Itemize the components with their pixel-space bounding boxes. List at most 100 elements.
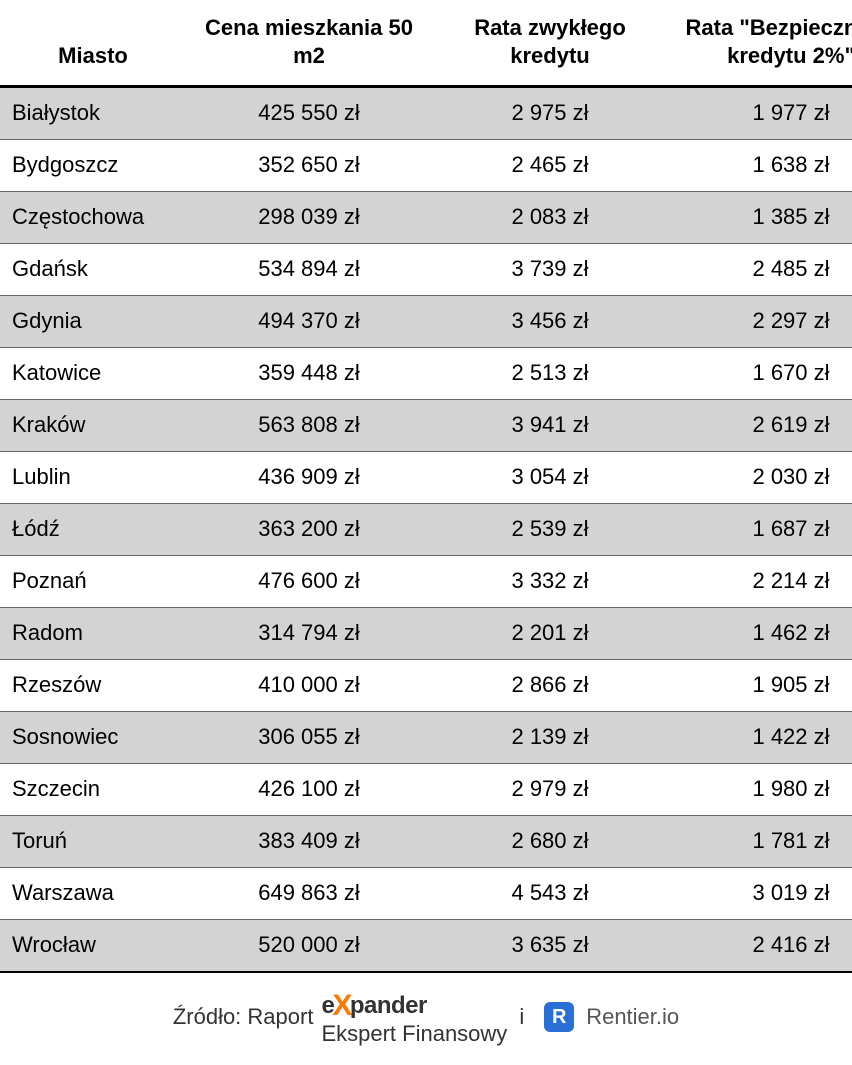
separator-i: i (519, 1004, 524, 1030)
cell-safe: 2 030 zł (668, 452, 852, 504)
cell-regular: 4 543 zł (432, 868, 668, 920)
cell-city: Bydgoszcz (0, 140, 186, 192)
cell-safe: 1 385 zł (668, 192, 852, 244)
cell-regular: 3 941 zł (432, 400, 668, 452)
cell-regular: 3 054 zł (432, 452, 668, 504)
cell-regular: 2 513 zł (432, 348, 668, 400)
cell-city: Toruń (0, 816, 186, 868)
cell-safe: 1 462 zł (668, 608, 852, 660)
cell-regular: 2 201 zł (432, 608, 668, 660)
table-row: Gdańsk534 894 zł3 739 zł2 485 zł (0, 244, 852, 296)
cell-safe: 1 781 zł (668, 816, 852, 868)
cell-city: Lublin (0, 452, 186, 504)
cell-safe: 1 905 zł (668, 660, 852, 712)
cell-price: 352 650 zł (186, 140, 432, 192)
cell-city: Wrocław (0, 920, 186, 973)
expander-x: X (332, 989, 352, 1023)
cell-regular: 2 866 zł (432, 660, 668, 712)
cell-city: Gdynia (0, 296, 186, 348)
cell-city: Rzeszów (0, 660, 186, 712)
cell-city: Poznań (0, 556, 186, 608)
rentier-badge-icon: R (544, 1002, 574, 1032)
cell-price: 436 909 zł (186, 452, 432, 504)
cell-regular: 2 539 zł (432, 504, 668, 556)
cell-price: 649 863 zł (186, 868, 432, 920)
cell-safe: 2 416 zł (668, 920, 852, 973)
cell-price: 476 600 zł (186, 556, 432, 608)
cell-regular: 2 083 zł (432, 192, 668, 244)
col-header-price: Cena mieszkania 50 m2 (186, 0, 432, 87)
cell-regular: 2 979 zł (432, 764, 668, 816)
cell-price: 383 409 zł (186, 816, 432, 868)
col-header-city: Miasto (0, 0, 186, 87)
cell-safe: 1 687 zł (668, 504, 852, 556)
table-row: Radom314 794 zł2 201 zł1 462 zł (0, 608, 852, 660)
source-label: Źródło: Raport (173, 1004, 314, 1030)
table-row: Łódź363 200 zł2 539 zł1 687 zł (0, 504, 852, 556)
cell-price: 363 200 zł (186, 504, 432, 556)
cell-price: 563 808 zł (186, 400, 432, 452)
cell-city: Gdańsk (0, 244, 186, 296)
header-row: Miasto Cena mieszkania 50 m2 Rata zwykłe… (0, 0, 852, 87)
cell-regular: 2 465 zł (432, 140, 668, 192)
cell-safe: 1 980 zł (668, 764, 852, 816)
cell-city: Radom (0, 608, 186, 660)
cell-regular: 2 680 zł (432, 816, 668, 868)
cell-regular: 3 456 zł (432, 296, 668, 348)
cell-regular: 3 332 zł (432, 556, 668, 608)
cell-price: 306 055 zł (186, 712, 432, 764)
cell-price: 410 000 zł (186, 660, 432, 712)
cell-safe: 2 297 zł (668, 296, 852, 348)
table-row: Białystok425 550 zł2 975 zł1 977 zł (0, 87, 852, 140)
cell-regular: 2 975 zł (432, 87, 668, 140)
cell-city: Kraków (0, 400, 186, 452)
table-row: Bydgoszcz352 650 zł2 465 zł1 638 zł (0, 140, 852, 192)
rentier-label: Rentier.io (586, 1004, 679, 1030)
cell-city: Częstochowa (0, 192, 186, 244)
expander-subtitle: Ekspert Finansowy (321, 1021, 507, 1047)
cell-city: Białystok (0, 87, 186, 140)
table-row: Katowice359 448 zł2 513 zł1 670 zł (0, 348, 852, 400)
expander-rest: pander (350, 992, 427, 1020)
cell-city: Łódź (0, 504, 186, 556)
cell-price: 534 894 zł (186, 244, 432, 296)
table-row: Kraków563 808 zł3 941 zł2 619 zł (0, 400, 852, 452)
cell-safe: 3 019 zł (668, 868, 852, 920)
cell-city: Katowice (0, 348, 186, 400)
table-row: Szczecin426 100 zł2 979 zł1 980 zł (0, 764, 852, 816)
cell-price: 520 000 zł (186, 920, 432, 973)
table-container: Miasto Cena mieszkania 50 m2 Rata zwykłe… (0, 0, 852, 1065)
table-row: Warszawa649 863 zł4 543 zł3 019 zł (0, 868, 852, 920)
data-table: Miasto Cena mieszkania 50 m2 Rata zwykłe… (0, 0, 852, 973)
cell-city: Warszawa (0, 868, 186, 920)
cell-price: 426 100 zł (186, 764, 432, 816)
col-header-safe: Rata "Bezpiecznego kredytu 2%" (668, 0, 852, 87)
cell-safe: 2 619 zł (668, 400, 852, 452)
expander-logo: e X pander Ekspert Finansowy (321, 987, 507, 1047)
table-row: Wrocław520 000 zł3 635 zł2 416 zł (0, 920, 852, 973)
cell-price: 314 794 zł (186, 608, 432, 660)
table-row: Lublin436 909 zł3 054 zł2 030 zł (0, 452, 852, 504)
col-header-regular: Rata zwykłego kredytu (432, 0, 668, 87)
cell-regular: 3 635 zł (432, 920, 668, 973)
table-row: Rzeszów410 000 zł2 866 zł1 905 zł (0, 660, 852, 712)
cell-regular: 2 139 zł (432, 712, 668, 764)
table-row: Sosnowiec306 055 zł2 139 zł1 422 zł (0, 712, 852, 764)
cell-price: 425 550 zł (186, 87, 432, 140)
cell-safe: 1 422 zł (668, 712, 852, 764)
table-row: Toruń383 409 zł2 680 zł1 781 zł (0, 816, 852, 868)
cell-safe: 1 670 zł (668, 348, 852, 400)
cell-safe: 1 638 zł (668, 140, 852, 192)
source-footer: Źródło: Raport e X pander Ekspert Finans… (0, 973, 852, 1065)
table-row: Poznań476 600 zł3 332 zł2 214 zł (0, 556, 852, 608)
cell-safe: 2 485 zł (668, 244, 852, 296)
cell-safe: 2 214 zł (668, 556, 852, 608)
cell-safe: 1 977 zł (668, 87, 852, 140)
cell-price: 359 448 zł (186, 348, 432, 400)
table-body: Białystok425 550 zł2 975 zł1 977 złBydgo… (0, 87, 852, 973)
table-row: Częstochowa298 039 zł2 083 zł1 385 zł (0, 192, 852, 244)
cell-price: 494 370 zł (186, 296, 432, 348)
cell-regular: 3 739 zł (432, 244, 668, 296)
cell-price: 298 039 zł (186, 192, 432, 244)
cell-city: Szczecin (0, 764, 186, 816)
